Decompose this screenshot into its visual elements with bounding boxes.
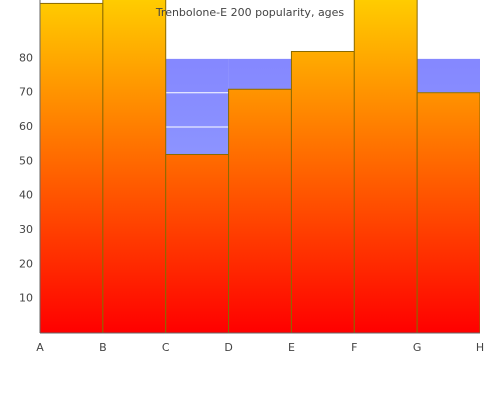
chart-title: Trenbolone-E 200 popularity, ages (155, 6, 345, 19)
y-tick-label: 20 (19, 257, 33, 270)
step-segment (102, 0, 167, 333)
y-tick-label: 60 (19, 120, 33, 133)
plot-area (40, 0, 480, 333)
x-tick-label: D (224, 341, 232, 354)
x-tick-label: E (288, 341, 295, 354)
x-tick-label: B (99, 341, 107, 354)
x-tick-label: C (162, 341, 170, 354)
x-tick-label: G (413, 341, 422, 354)
step-segment (40, 2, 104, 333)
step-segment (353, 0, 418, 333)
y-tick-label: 30 (19, 223, 33, 236)
y-tick-label: 10 (19, 292, 33, 305)
x-tick-label: F (351, 341, 357, 354)
y-tick-label: 50 (19, 154, 33, 167)
step-segment (228, 88, 292, 333)
step-segment (416, 92, 480, 333)
y-tick-label: 70 (19, 86, 33, 99)
x-tick-label: H (476, 341, 484, 354)
y-tick-label: 40 (19, 189, 33, 202)
step-segment (165, 153, 230, 333)
y-tick-label: 80 (19, 51, 33, 64)
step-segment (290, 50, 355, 333)
x-tick-label: A (36, 341, 44, 354)
